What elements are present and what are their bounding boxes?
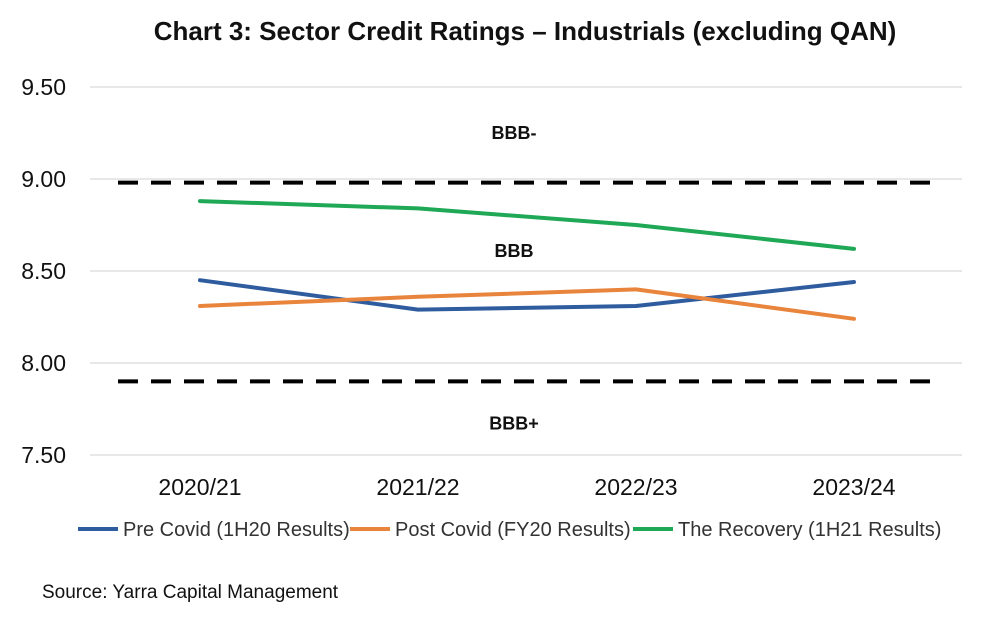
legend: Pre Covid (1H20 Results) Post Covid (FY20… [78,519,941,541]
series-line [198,278,856,312]
gridlines [90,86,962,456]
source-note: Source: Yarra Capital Management [42,582,339,603]
chart-title: Chart 3: Sector Credit Ratings – Industr… [154,16,897,46]
y-tick-label: 8.50 [21,258,66,284]
rating-band-labels: BBB- BBB BBB+ [489,123,539,434]
rating-threshold-lines [118,180,940,384]
x-tick-label: 2022/23 [594,474,677,500]
legend-label: Post Covid (FY20 Results) [395,519,631,541]
legend-label: The Recovery (1H21 Results) [678,519,941,541]
x-axis-ticks: 2020/21 2021/22 2022/23 2023/24 [158,474,895,500]
rating-band-label: BBB- [492,123,537,143]
y-tick-label: 9.50 [21,74,66,100]
y-tick-label: 9.00 [21,166,66,192]
series-line [198,287,856,321]
x-tick-label: 2020/21 [158,474,241,500]
y-tick-label: 8.00 [21,350,66,376]
series-line [198,199,856,251]
series-lines [198,199,856,321]
x-tick-label: 2023/24 [812,474,895,500]
x-tick-label: 2021/22 [376,474,459,500]
y-axis-ticks: 9.50 9.00 8.50 8.00 7.50 [21,74,66,468]
rating-band-label: BBB+ [489,414,539,434]
y-tick-label: 7.50 [21,442,66,468]
rating-band-label: BBB [495,241,534,261]
legend-label: Pre Covid (1H20 Results) [123,519,350,541]
